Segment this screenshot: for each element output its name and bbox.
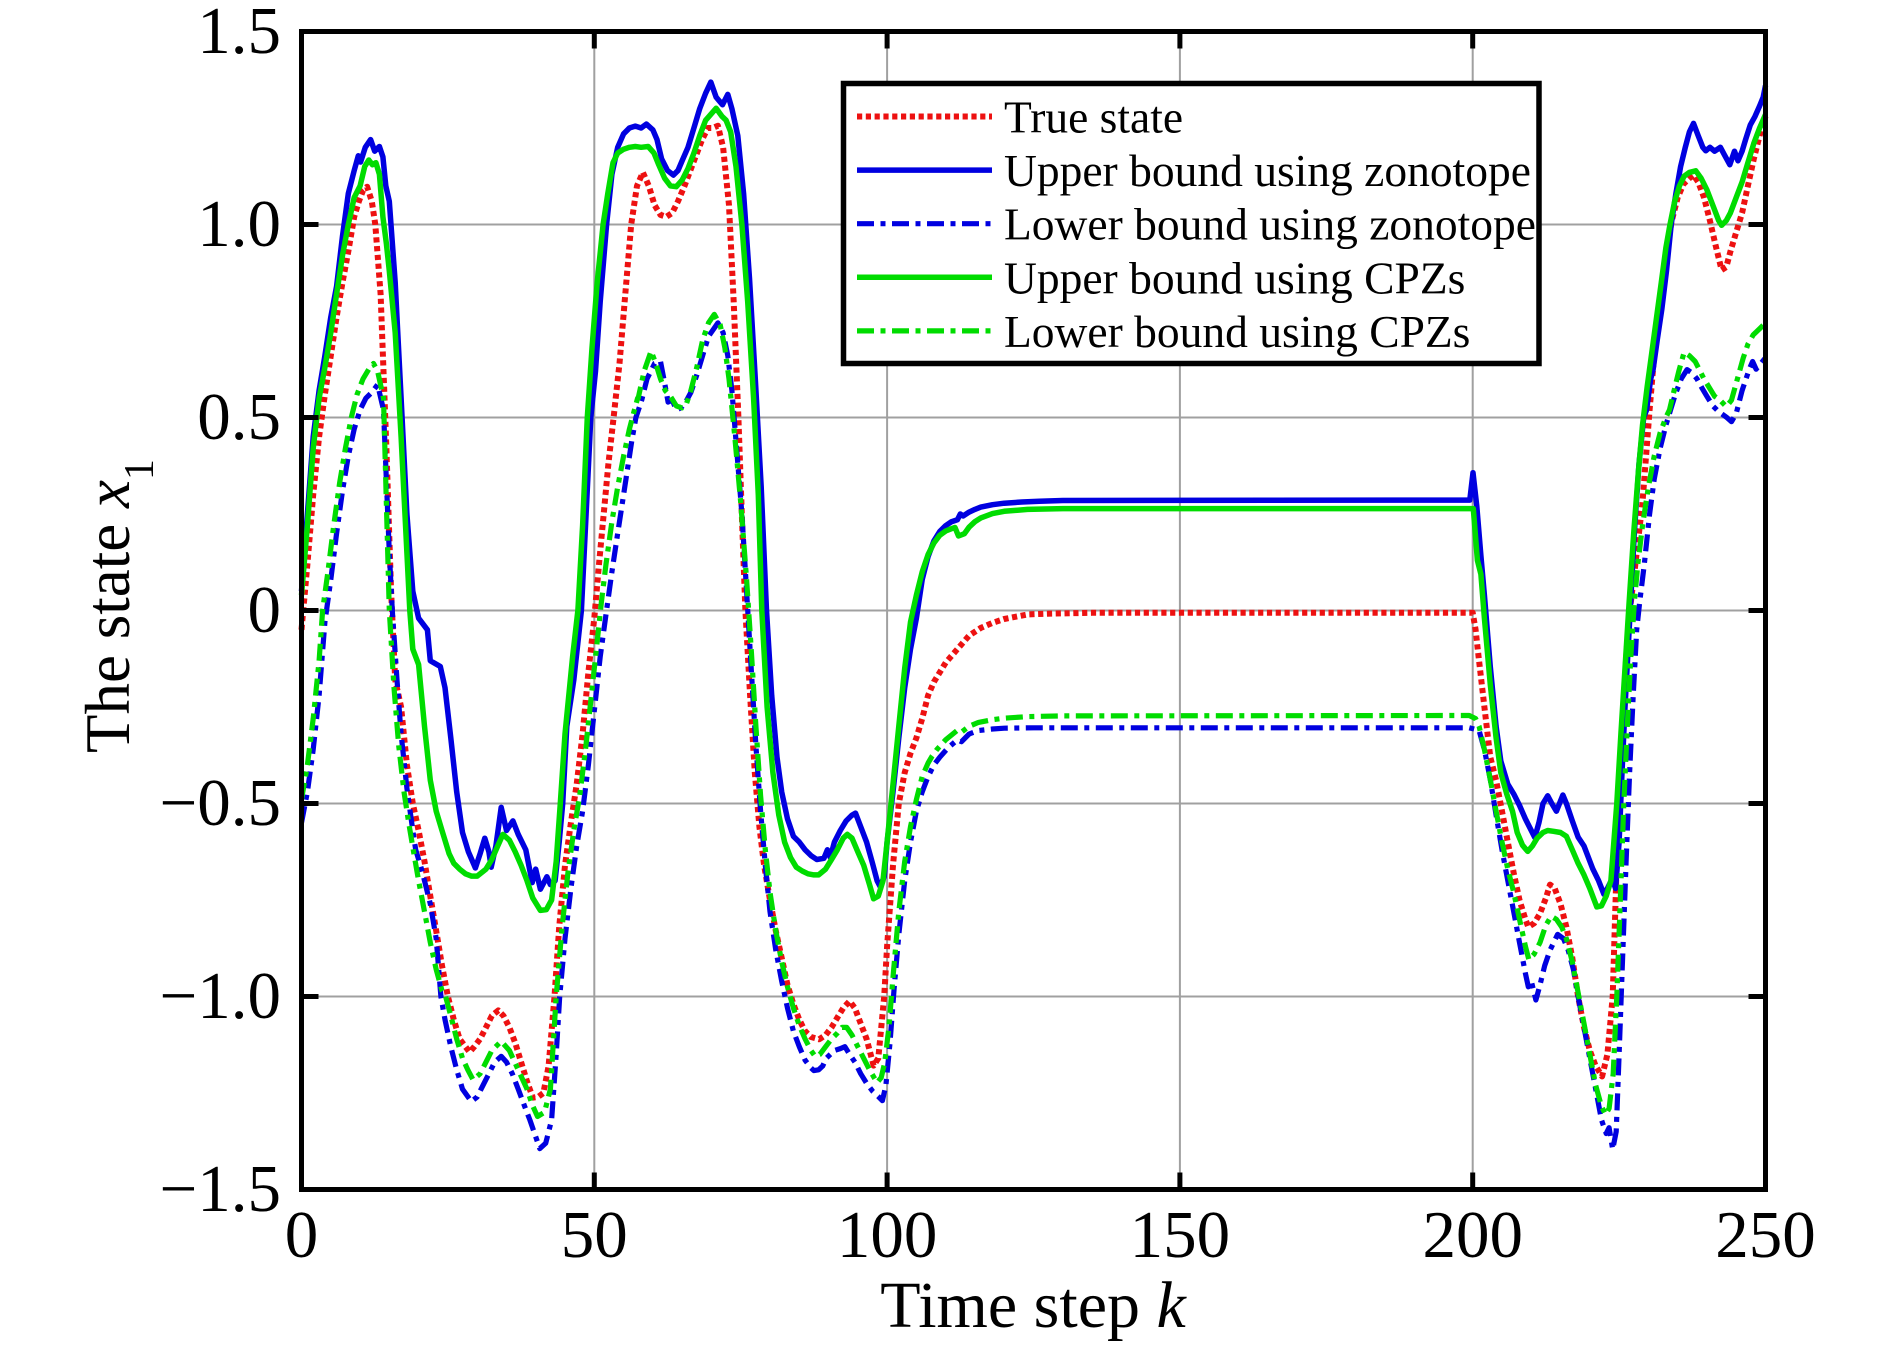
- svg-text:1.5: 1.5: [197, 0, 281, 68]
- svg-text:Lower bound using CPZs: Lower bound using CPZs: [1004, 306, 1470, 357]
- svg-text:100: 100: [837, 1198, 938, 1272]
- svg-text:−1.5: −1.5: [159, 1152, 281, 1226]
- svg-text:Upper bound using CPZs: Upper bound using CPZs: [1004, 252, 1465, 303]
- svg-text:−0.5: −0.5: [159, 766, 281, 840]
- svg-text:250: 250: [1715, 1198, 1816, 1272]
- svg-text:0: 0: [285, 1198, 319, 1272]
- svg-text:Lower bound using zonotope: Lower bound using zonotope: [1004, 199, 1536, 250]
- svg-text:1.0: 1.0: [197, 187, 281, 261]
- svg-text:150: 150: [1130, 1198, 1231, 1272]
- svg-text:True state: True state: [1004, 92, 1183, 143]
- svg-text:−1.0: −1.0: [159, 959, 281, 1033]
- svg-text:Upper bound using zonotope: Upper bound using zonotope: [1004, 145, 1531, 196]
- svg-text:0.5: 0.5: [197, 380, 281, 454]
- svg-text:50: 50: [561, 1198, 628, 1272]
- svg-text:200: 200: [1422, 1198, 1523, 1272]
- svg-text:Time step k: Time step k: [880, 1269, 1187, 1342]
- svg-text:0: 0: [248, 573, 282, 647]
